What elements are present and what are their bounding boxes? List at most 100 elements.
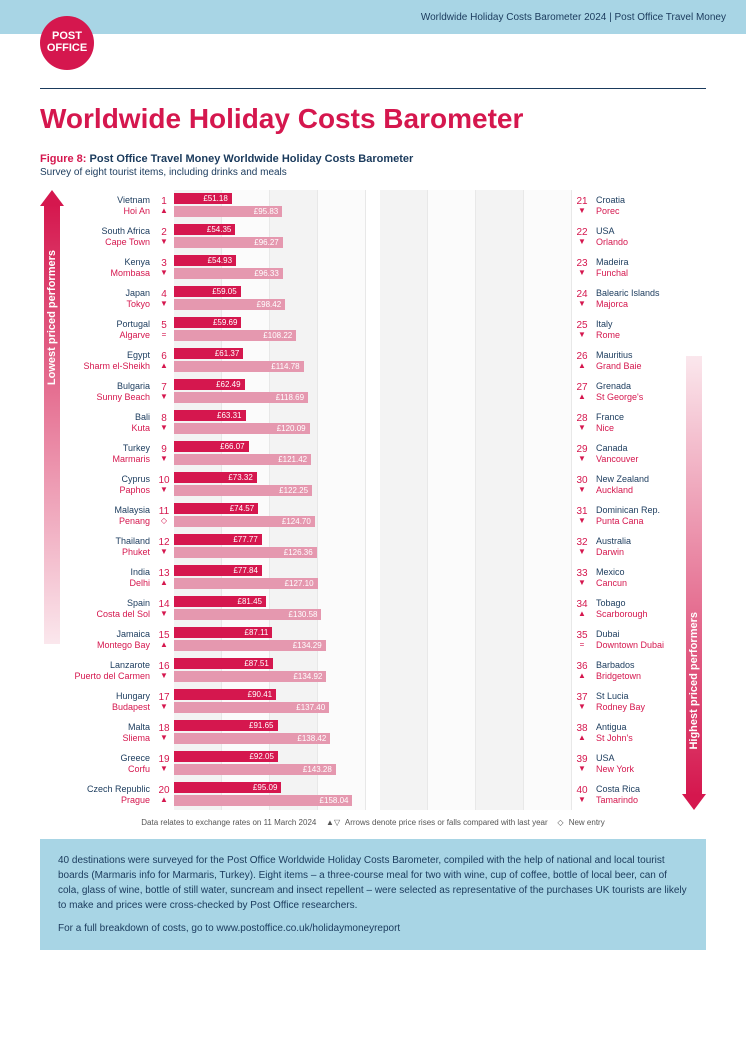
chart-row: Hungary Budapest 17 ▼ £90.41 £137.40 [64,686,366,717]
trend-icon: ▲ [578,734,586,742]
bar-group: £77.84 £127.10 [174,562,366,593]
rank: 37 ▼ [572,686,592,717]
chart-row: Bali Kuta 8 ▼ £63.31 £120.09 [64,407,366,438]
destination-label: Lanzarote Puerto del Carmen [64,655,154,686]
bar-group: £81.45 £130.58 [174,593,366,624]
bar-group: £59.05 £98.42 [174,283,366,314]
bar-group [380,500,572,531]
trend-icon: ▼ [160,424,168,432]
bar-secondary: £108.22 [174,330,296,341]
chart-row: Costa Rica Tamarindo 40 ▼ [380,779,682,810]
chart-row: Portugal Algarve 5 = £59.69 £108.22 [64,314,366,345]
chart-row: Jamaica Montego Bay 15 ▲ £87.11 £134.29 [64,624,366,655]
destination-label: Spain Costa del Sol [64,593,154,624]
rank: 20 ▲ [154,779,174,810]
bar-group: £66.07 £121.42 [174,438,366,469]
rank: 31 ▼ [572,500,592,531]
chart-row: Egypt Sharm el-Sheikh 6 ▲ £61.37 £114.78 [64,345,366,376]
bar-secondary: £126.36 [174,547,317,558]
bar-secondary: £137.40 [174,702,329,713]
chart-row: Kenya Mombasa 3 ▼ £54.93 £96.33 [64,252,366,283]
destination-label: Mexico Cancun [592,562,682,593]
bar-secondary: £114.78 [174,361,304,372]
rank: 32 ▼ [572,531,592,562]
bar-primary: £73.32 [174,472,257,483]
bar-secondary: £130.58 [174,609,321,620]
rank: 6 ▲ [154,345,174,376]
bar-secondary: £121.42 [174,454,311,465]
page-title: Worldwide Holiday Costs Barometer [40,88,706,135]
rank: 14 ▼ [154,593,174,624]
trend-icon: ▼ [160,486,168,494]
bar-group [380,252,572,283]
bar-group [380,345,572,376]
destination-label: Madeira Funchal [592,252,682,283]
bar-primary: £77.84 [174,565,262,576]
bar-group [380,469,572,500]
bar-secondary: £120.09 [174,423,310,434]
bar-primary: £95.09 [174,782,281,793]
bar-group [380,438,572,469]
destination-label: Antigua St John's [592,717,682,748]
rank: 23 ▼ [572,252,592,283]
bar-group [380,748,572,779]
trend-icon: = [162,331,167,339]
destination-label: St Lucia Rodney Bay [592,686,682,717]
rank: 38 ▲ [572,717,592,748]
bar-primary: £77.77 [174,534,262,545]
bar-primary: £54.35 [174,224,235,235]
rank: 11 ◇ [154,500,174,531]
bar-group: £61.37 £114.78 [174,345,366,376]
chart-row: Tobago Scarborough 34 ▲ [380,593,682,624]
trend-icon: ▲ [160,641,168,649]
bar-primary: £91.65 [174,720,278,731]
trend-icon: ▲ [578,672,586,680]
bar-group [380,593,572,624]
header-bar: Worldwide Holiday Costs Barometer 2024 |… [0,0,746,34]
chart-row: USA Orlando 22 ▼ [380,221,682,252]
trend-icon: ▼ [160,765,168,773]
trend-icon: ▲ [160,362,168,370]
bar-primary: £59.69 [174,317,241,328]
destination-label: Vietnam Hoi An [64,190,154,221]
trend-icon: ▼ [578,300,586,308]
chart-row: Greece Corfu 19 ▼ £92.05 £143.28 [64,748,366,779]
destination-label: Portugal Algarve [64,314,154,345]
trend-icon: ▼ [160,734,168,742]
rank: 8 ▼ [154,407,174,438]
bar-primary: £61.37 [174,348,243,359]
chart-row: Australia Darwin 32 ▼ [380,531,682,562]
rank: 21 ▼ [572,190,592,221]
bar-group: £51.18 £95.83 [174,190,366,221]
bar-group: £54.93 £96.33 [174,252,366,283]
destination-label: Jamaica Montego Bay [64,624,154,655]
rank: 34 ▲ [572,593,592,624]
trend-icon: ▼ [578,207,586,215]
trend-icon: ▼ [160,300,168,308]
bar-group: £92.05 £143.28 [174,748,366,779]
chart-row: India Delhi 13 ▲ £77.84 £127.10 [64,562,366,593]
destination-label: Bulgaria Sunny Beach [64,376,154,407]
post-office-logo: POST OFFICE [40,16,94,70]
chart-row: Croatia Porec 21 ▼ [380,190,682,221]
destination-label: Thailand Phuket [64,531,154,562]
chart-row: Bulgaria Sunny Beach 7 ▼ £62.49 £118.69 [64,376,366,407]
bar-group [380,407,572,438]
destination-label: South Africa Cape Town [64,221,154,252]
destination-label: India Delhi [64,562,154,593]
destination-label: Croatia Porec [592,190,682,221]
bar-primary: £87.11 [174,627,272,638]
chart-row: Canada Vancouver 29 ▼ [380,438,682,469]
chart-row: USA New York 39 ▼ [380,748,682,779]
trend-icon: ◇ [161,517,167,525]
chart-footnote: Data relates to exchange rates on 11 Mar… [40,818,706,827]
chart-row: St Lucia Rodney Bay 37 ▼ [380,686,682,717]
trend-icon: ▼ [160,672,168,680]
destination-label: Hungary Budapest [64,686,154,717]
destination-label: Bali Kuta [64,407,154,438]
trend-icon: ▲ [578,610,586,618]
chart-row: Dubai Downtown Dubai 35 = [380,624,682,655]
rank: 12 ▼ [154,531,174,562]
bar-secondary: £122.25 [174,485,312,496]
figure-subtitle: Survey of eight tourist items, including… [40,167,706,178]
